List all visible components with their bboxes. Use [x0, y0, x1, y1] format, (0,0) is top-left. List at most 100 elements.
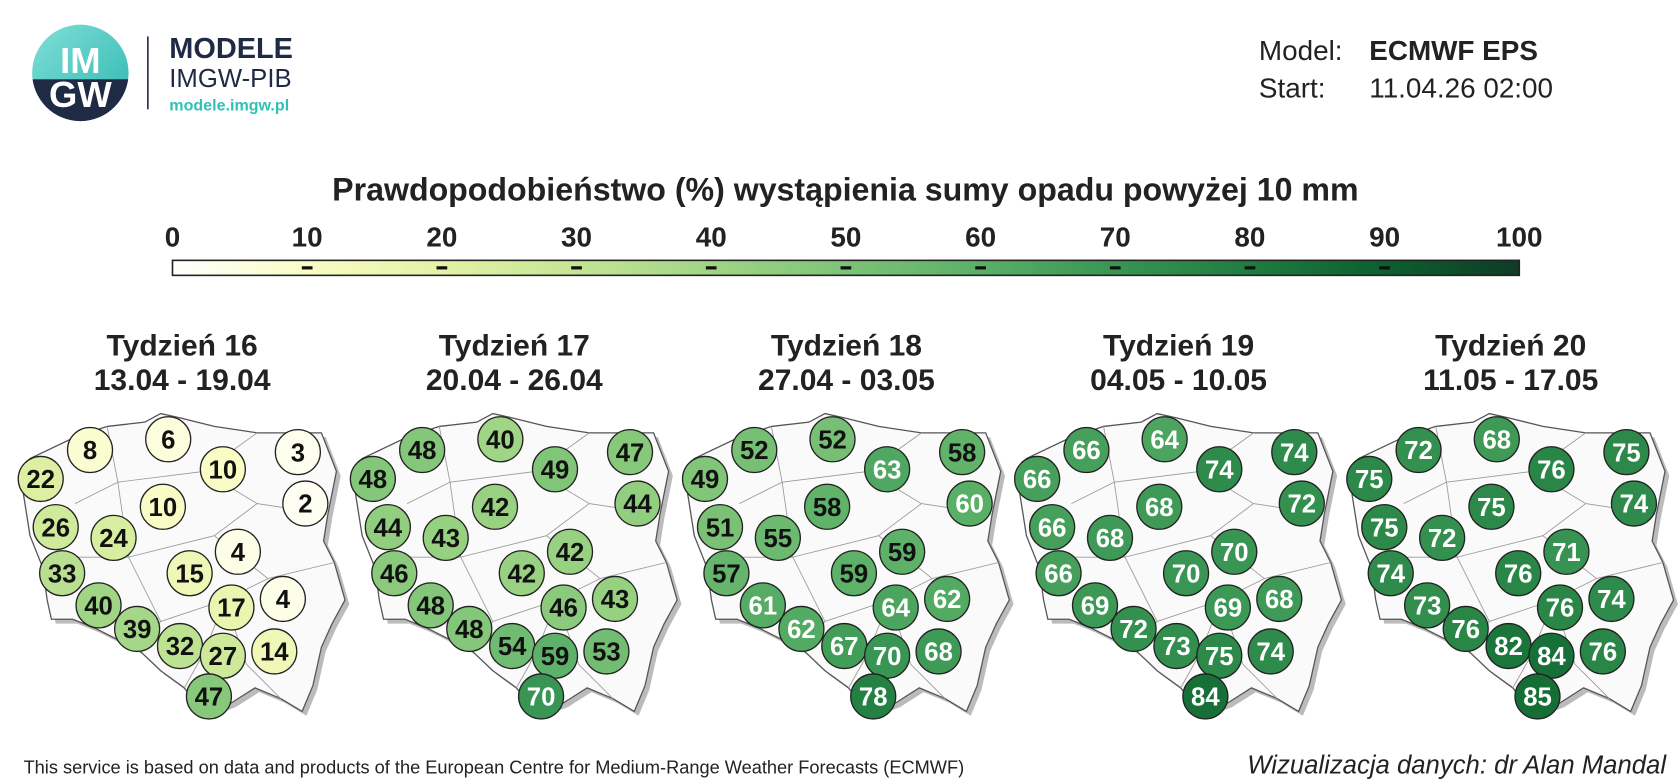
station-value: 43	[431, 525, 460, 553]
station-circle	[199, 446, 246, 493]
station-value: 44	[374, 514, 403, 542]
station-circle	[66, 426, 114, 474]
station-circle	[1610, 480, 1658, 527]
station-value: 75	[1477, 494, 1506, 522]
station-value: 68	[1096, 525, 1125, 553]
station-value: 67	[830, 633, 859, 661]
station-circle	[583, 628, 630, 675]
station-circle	[274, 428, 321, 476]
panel-dates: 13.04 - 19.04	[94, 364, 271, 397]
station-value: 74	[1597, 586, 1626, 614]
station-circle	[1278, 480, 1325, 527]
panel-title: Tydzień 16	[107, 330, 258, 363]
station-value: 76	[1589, 639, 1618, 667]
station-circle	[939, 428, 986, 476]
station-value: 22	[26, 466, 55, 494]
station-value: 24	[99, 525, 128, 553]
station-circle	[371, 550, 418, 597]
station-value: 59	[541, 643, 570, 671]
station-circle	[17, 455, 64, 503]
station-circle	[606, 428, 654, 476]
panel-title: Tydzień 17	[439, 330, 590, 363]
station-value: 3	[291, 439, 305, 467]
colorbar-tick-label: 100	[1496, 221, 1542, 252]
colorbar-tick-label: 50	[830, 221, 861, 252]
station-circle	[1271, 428, 1318, 476]
colorbar-tick-label: 80	[1234, 221, 1265, 252]
station-circle	[259, 575, 306, 623]
panel-title: Tydzień 18	[771, 330, 922, 363]
station-value: 26	[41, 514, 70, 542]
station-value: 66	[1072, 437, 1101, 465]
station-value: 85	[1523, 684, 1552, 712]
station-circle	[1468, 483, 1515, 530]
station-value: 76	[1451, 616, 1480, 644]
colorbar-tick-label: 10	[292, 221, 323, 252]
station-value: 68	[924, 639, 953, 667]
station-circle	[251, 628, 298, 675]
station-circle	[546, 528, 594, 575]
station-value: 75	[1612, 439, 1641, 467]
station-circle	[696, 503, 744, 551]
station-circle	[1029, 503, 1076, 551]
station-value: 48	[359, 466, 388, 494]
station-circle	[517, 673, 565, 720]
station-circle	[1256, 575, 1303, 623]
station-circle	[1536, 584, 1584, 631]
station-value: 72	[1428, 525, 1457, 553]
station-circle	[879, 528, 926, 575]
station-circle	[614, 480, 661, 527]
logo-text: GW	[49, 74, 112, 115]
station-value: 63	[873, 456, 902, 484]
station-circle	[703, 550, 750, 597]
station-value: 84	[1191, 684, 1220, 712]
station-value: 76	[1537, 456, 1566, 484]
brand: MODELE	[169, 33, 293, 65]
station-value: 84	[1537, 643, 1566, 671]
station-circle	[864, 446, 911, 493]
station-circle	[1035, 550, 1082, 597]
station-value: 48	[455, 616, 484, 644]
model-label: Model:	[1259, 35, 1343, 66]
panel-dates: 20.04 - 26.04	[426, 364, 603, 397]
station-circle	[850, 673, 897, 720]
station-circle	[139, 483, 186, 530]
station-value: 61	[749, 592, 778, 620]
station-circle	[166, 550, 213, 597]
station-circle	[208, 584, 255, 631]
station-value: 72	[1119, 616, 1148, 644]
station-circle	[1071, 582, 1119, 629]
station-circle	[364, 503, 411, 551]
station-value: 43	[601, 586, 630, 614]
station-value: 52	[818, 426, 847, 454]
station-value: 73	[1162, 633, 1191, 661]
station-value: 49	[691, 466, 720, 494]
url: modele.imgw.pl	[169, 96, 289, 114]
station-circle	[1361, 503, 1408, 551]
station-value: 10	[149, 494, 178, 522]
station-value: 70	[1172, 560, 1201, 588]
station-value: 72	[1287, 491, 1316, 519]
station-circle	[946, 480, 993, 527]
logo-text: IM	[60, 40, 100, 81]
station-circle	[809, 416, 856, 463]
station-value: 64	[881, 595, 910, 623]
station-circle	[1473, 416, 1520, 463]
station-value: 70	[873, 643, 902, 671]
station-circle	[915, 628, 962, 675]
station-circle	[754, 514, 801, 561]
station-value: 52	[740, 437, 769, 465]
station-value: 75	[1370, 514, 1399, 542]
station-circle	[90, 514, 137, 561]
station-circle	[830, 550, 878, 597]
station-value: 17	[217, 595, 246, 623]
station-value: 33	[48, 560, 77, 588]
station-value: 69	[1214, 595, 1243, 623]
station-value: 64	[1150, 426, 1179, 454]
station-circle	[407, 582, 454, 629]
station-circle	[477, 416, 524, 463]
